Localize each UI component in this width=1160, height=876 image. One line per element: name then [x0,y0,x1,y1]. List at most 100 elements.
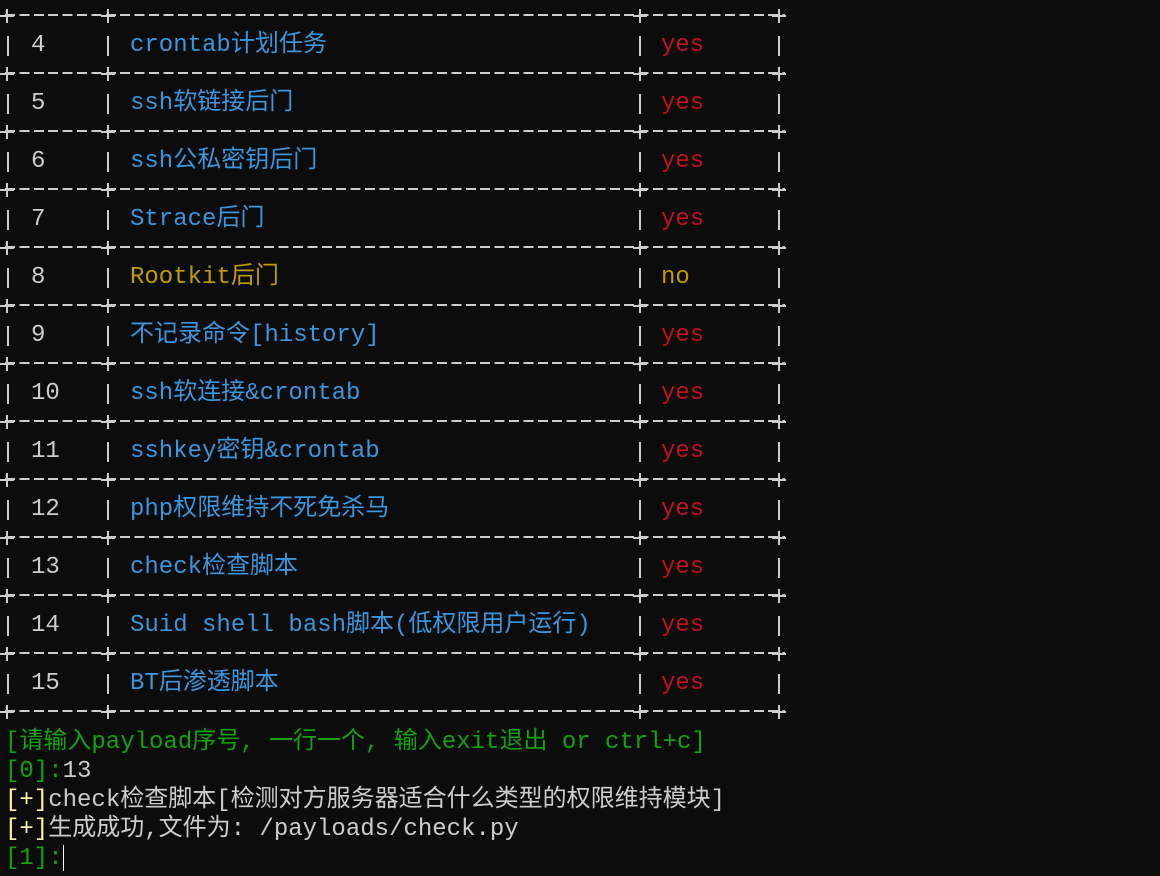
table-pipe [778,152,780,172]
table-pipe [107,94,109,114]
table-corner [101,9,115,23]
payload-id: 4 [31,32,46,59]
table-corner [633,9,647,23]
table-corner [633,357,647,371]
table-border [5,652,785,654]
table-corner [772,183,786,197]
table-row[interactable]: 8 Rootkit后门 no [0,263,800,292]
table-border [5,362,785,364]
table-border [5,130,785,132]
payload-name: crontab计划任务 [130,32,327,59]
table-pipe [107,210,109,230]
payload-status: yes [661,322,705,349]
table-row[interactable]: 10 ssh软连接&crontab yes [0,379,800,408]
table-row[interactable]: 14 Suid shell bash脚本(低权限用户运行) yes [0,611,800,640]
table-row[interactable]: 4 crontab计划任务 yes [0,31,800,60]
payload-id: 15 [31,670,60,697]
payload-status: yes [661,670,705,697]
table-corner [0,705,14,719]
payload-id: 10 [31,380,60,407]
table-corner [772,67,786,81]
payload-status: yes [661,380,705,407]
table-pipe [778,442,780,462]
table-corner [772,9,786,23]
table-pipe [639,384,641,404]
table-corner [101,183,115,197]
table-row[interactable]: 6 ssh公私密钥后门 yes [0,147,800,176]
payload-id: 9 [31,322,46,349]
table-corner [0,647,14,661]
prompt-line-1[interactable]: [1]: [5,844,64,873]
table-corner [633,531,647,545]
table-corner [101,241,115,255]
payload-name: ssh软链接后门 [130,90,294,117]
payload-status: yes [661,148,705,175]
payload-status: yes [661,438,705,465]
payload-name: Suid shell bash脚本(低权限用户运行) [130,612,591,639]
table-corner [101,473,115,487]
table-pipe [107,326,109,346]
payload-id: 11 [31,438,60,465]
payload-name: sshkey密钥&crontab [130,438,380,465]
payload-id: 6 [31,148,46,175]
payload-status: yes [661,32,705,59]
table-row[interactable]: 15 BT后渗透脚本 yes [0,669,800,698]
payload-name: Strace后门 [130,206,265,233]
table-pipe [778,616,780,636]
table-corner [633,183,647,197]
table-corner [101,647,115,661]
table-pipe [7,326,9,346]
table-corner [101,415,115,429]
table-corner [772,125,786,139]
table-pipe [7,268,9,288]
table-pipe [7,384,9,404]
table-pipe [639,442,641,462]
table-corner [772,241,786,255]
table-corner [0,67,14,81]
table-row[interactable]: 11 sshkey密钥&crontab yes [0,437,800,466]
table-corner [0,9,14,23]
table-pipe [107,36,109,56]
payload-name: Rootkit后门 [130,264,279,291]
table-corner [0,531,14,545]
table-pipe [7,674,9,694]
table-row[interactable]: 5 ssh软链接后门 yes [0,89,800,118]
payload-status: yes [661,554,705,581]
table-corner [633,473,647,487]
table-border [5,14,785,16]
table-corner [772,473,786,487]
payload-name: php权限维持不死免杀马 [130,496,390,523]
table-corner [101,299,115,313]
payload-status: yes [661,496,705,523]
payload-status: yes [661,612,705,639]
table-border [5,594,785,596]
payload-name: 不记录命令[history] [130,322,380,349]
table-pipe [778,268,780,288]
table-corner [633,299,647,313]
table-pipe [7,94,9,114]
table-pipe [7,152,9,172]
table-pipe [639,210,641,230]
table-row[interactable]: 9 不记录命令[history] yes [0,321,800,350]
payload-name: BT后渗透脚本 [130,670,279,697]
table-border [5,536,785,538]
table-pipe [7,500,9,520]
table-pipe [639,326,641,346]
table-corner [633,241,647,255]
table-pipe [107,500,109,520]
table-pipe [107,442,109,462]
info-tag: [+] [5,816,49,843]
payload-name: ssh公私密钥后门 [130,148,318,175]
table-pipe [778,674,780,694]
table-row[interactable]: 13 check检查脚本 yes [0,553,800,582]
instruction-text: [请输入payload序号, 一行一个, 输入exit退出 or ctrl+c] [5,729,706,756]
table-row[interactable]: 12 php权限维持不死免杀马 yes [0,495,800,524]
table-corner [0,183,14,197]
table-corner [633,589,647,603]
prompt-line-0: [0]:13 [5,757,91,786]
payload-id: 7 [31,206,46,233]
table-corner [101,705,115,719]
table-row[interactable]: 7 Strace后门 yes [0,205,800,234]
table-pipe [639,616,641,636]
table-corner [101,357,115,371]
